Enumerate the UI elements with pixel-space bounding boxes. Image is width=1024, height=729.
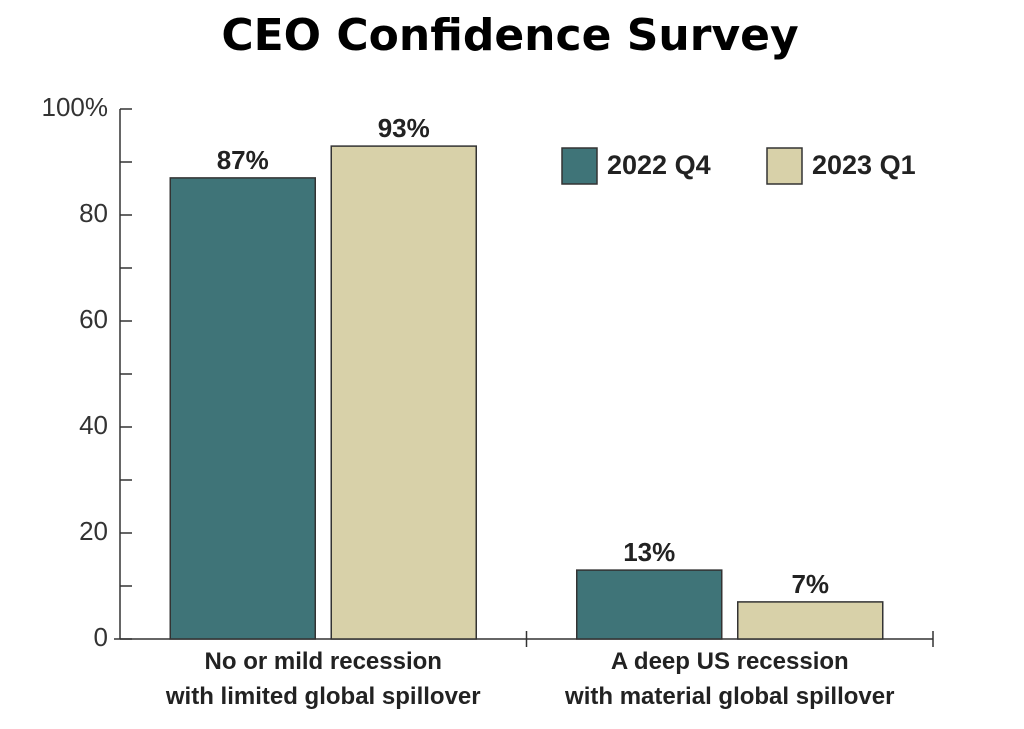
y-tick-label: 40 <box>79 410 108 440</box>
legend-swatch <box>561 147 598 185</box>
y-tick-label: 80 <box>79 198 108 228</box>
legend-swatch <box>766 147 803 185</box>
bar <box>576 569 723 640</box>
value-label: 13% <box>623 537 675 567</box>
x-tick-label: No or mild recession with limited global … <box>165 648 481 710</box>
y-tick-label: 100% <box>42 92 109 122</box>
value-label: 93% <box>378 113 430 143</box>
y-tick-label: 0 <box>94 622 108 652</box>
legend-label: 2023 Q1 <box>812 150 916 180</box>
value-label: 7% <box>791 569 829 599</box>
chart-title: CEO Confidence Survey <box>221 10 798 61</box>
value-label: 87% <box>217 145 269 175</box>
legend-label: 2022 Q4 <box>607 150 711 180</box>
x-tick-label: A deep US recession with material global … <box>564 648 894 710</box>
bar <box>169 177 316 640</box>
y-tick-label: 20 <box>79 516 108 546</box>
bar <box>330 145 477 640</box>
bar <box>737 601 884 640</box>
y-tick-label: 60 <box>79 304 108 334</box>
